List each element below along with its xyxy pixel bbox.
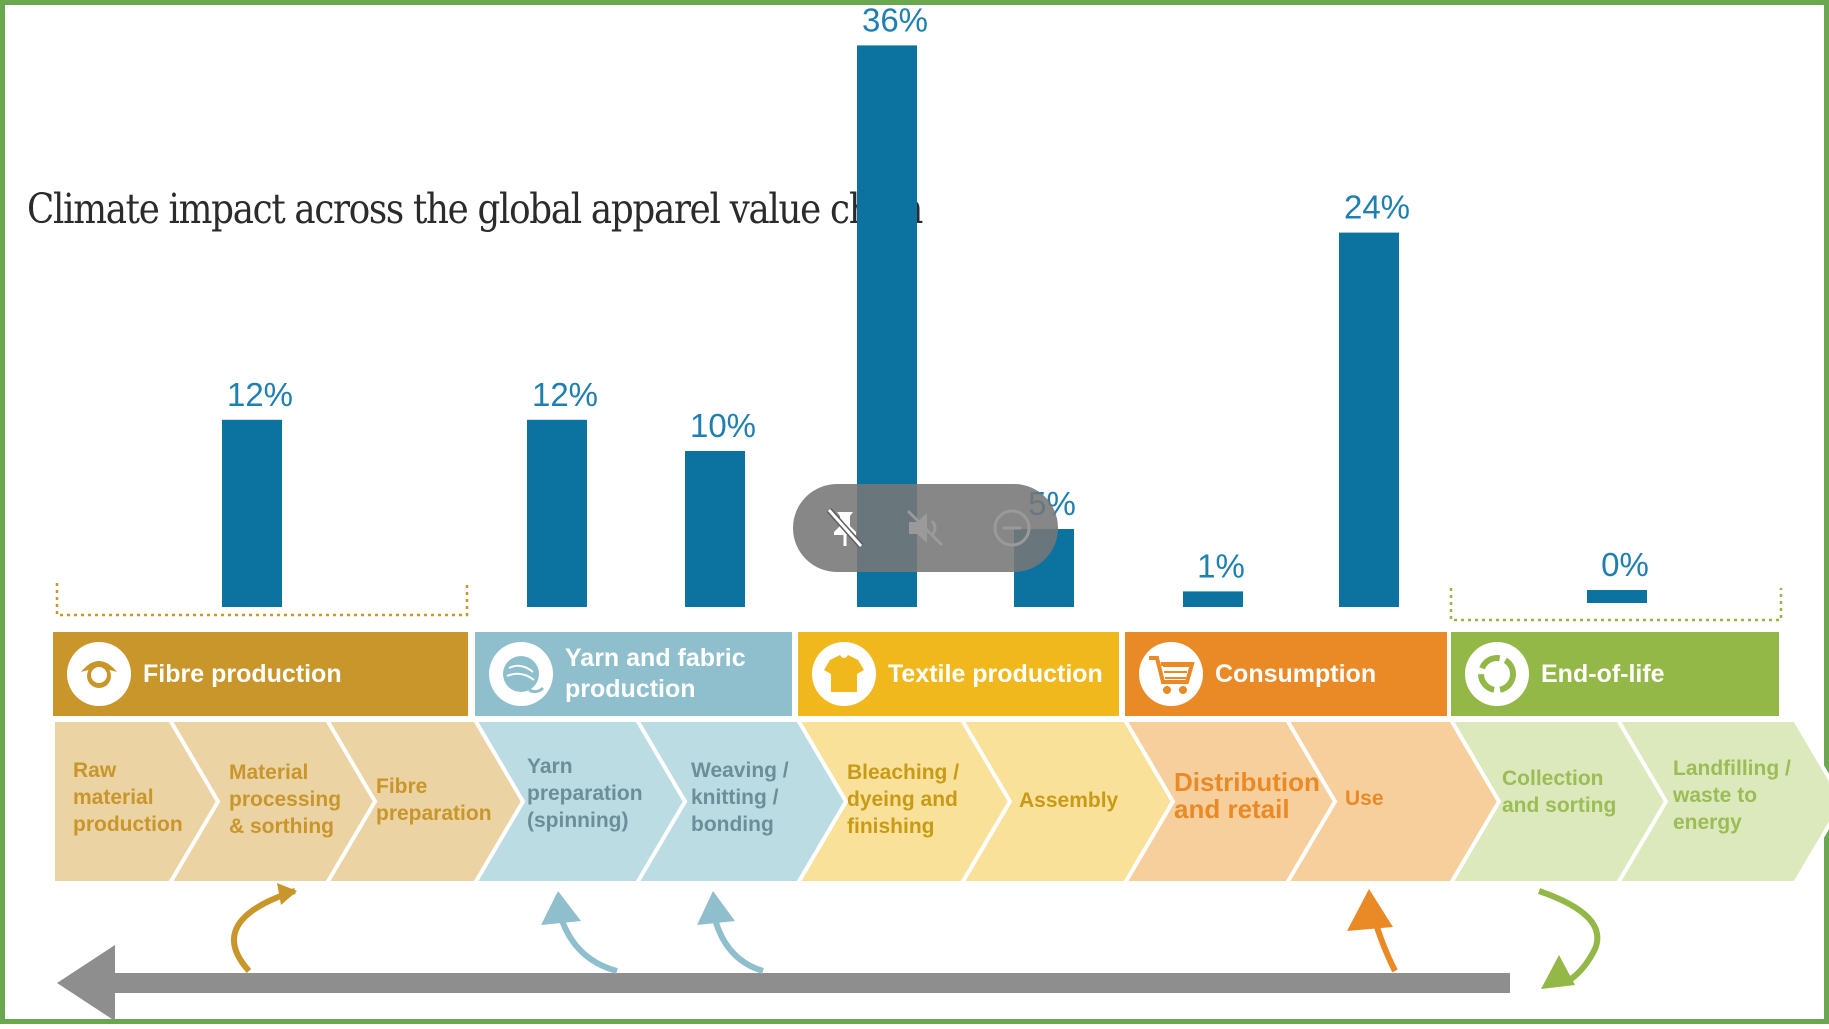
stage-band: Consumption [1125,632,1447,716]
stage-label: End-of-life [1541,659,1665,688]
step-label: Collection and sorting [1502,767,1617,817]
media-controls-overlay[interactable] [793,484,1058,572]
step-label: Distribution and retail [1174,767,1320,824]
bar [1183,591,1243,607]
bar [1339,232,1399,607]
stage-band: Fibre production [53,632,468,716]
mute-icon[interactable] [903,506,947,550]
step-label: Bleaching / dyeing and finishing [847,761,960,838]
shopping-cart-icon [1139,642,1203,706]
step-label: Raw material production [73,759,183,836]
stage-label: Yarn and fabric production [565,644,746,703]
bar [685,451,745,607]
bar [527,419,587,607]
data-label: 36% [862,5,928,38]
step-label: Material processing & sorthing [229,761,342,838]
step-label: Weaving / knitting / bonding [691,759,789,836]
stage-band: Yarn and fabric production [475,632,792,716]
group-bracket [1449,588,1783,622]
step-label: Use [1345,787,1384,810]
cotton-flower-icon [67,642,131,706]
loop-arrow [1538,888,1601,989]
stage-label: Fibre production [143,659,342,688]
data-label: 24% [1344,189,1410,226]
data-label: 10% [690,407,756,444]
step-label: Yarn preparation (spinning) [527,755,643,832]
loop-arrow [1347,889,1398,973]
stage-band: End-of-life [1451,632,1779,716]
data-label: 1% [1197,547,1245,584]
process-step [1614,718,1829,885]
loop-arrow [541,891,618,974]
recycle-icon [1465,642,1529,706]
stage-label: Consumption [1215,659,1377,688]
loop-arrow [697,891,764,974]
return-flow-arrow [57,945,1510,1021]
data-label: 12% [227,376,293,413]
zoom-out-icon[interactable] [990,506,1034,550]
step-label: Fibre preparation [376,775,492,825]
data-label: 0% [1601,546,1649,583]
bar [222,419,282,607]
loop-arrow [231,883,297,974]
step-label: Assembly [1019,789,1119,812]
step-label: Landfilling / waste to energy [1673,757,1791,834]
stage-label: Textile production [888,659,1103,688]
stage-band: Textile production [798,632,1119,716]
group-bracket [55,583,469,617]
chart-title: Climate impact across the global apparel… [27,185,923,233]
bar [1587,590,1647,603]
t-shirt-icon [812,642,876,706]
yarn-ball-icon [489,642,553,706]
unpin-icon[interactable] [823,506,867,550]
data-label: 12% [532,376,598,413]
